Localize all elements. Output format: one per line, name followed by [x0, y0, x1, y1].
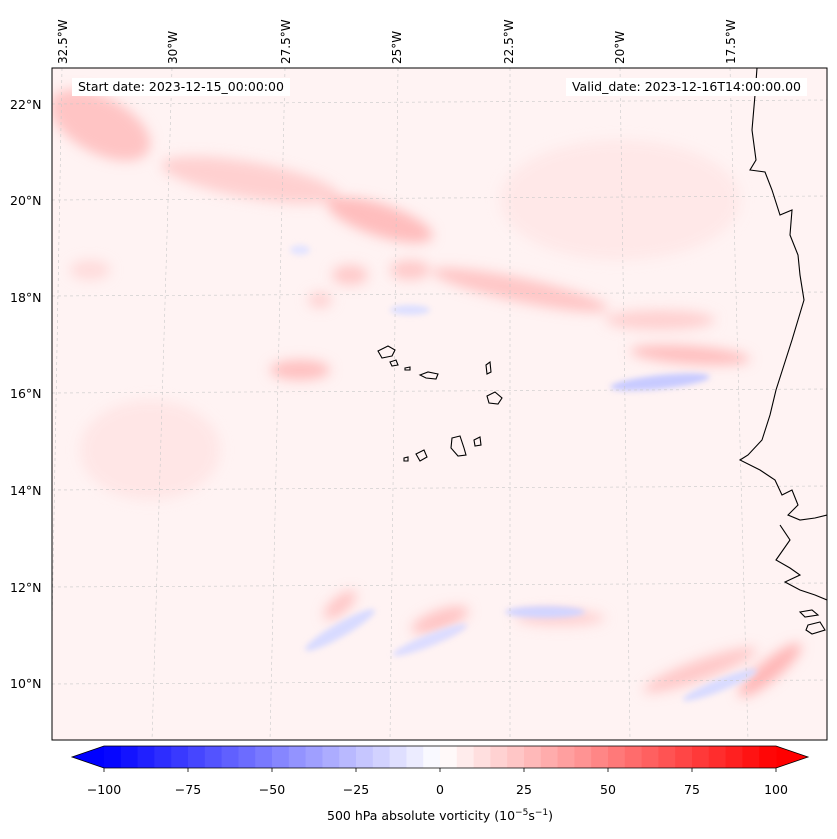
colorbar-bin: [154, 746, 172, 768]
cape-verde-brava: [403, 456, 409, 462]
colorbar-bin: [692, 746, 710, 768]
colorbar-tick-label: −75: [174, 782, 202, 797]
lon-label-30w: 30°W: [166, 30, 180, 64]
guinea-coast: [775, 524, 827, 601]
colorbar-label-mid: s: [528, 808, 535, 824]
colorbar-label-exp2: −1: [534, 808, 549, 818]
colorbar-bin: [473, 746, 491, 768]
map-frame: [51, 67, 828, 741]
lat-label-20n: 20°N: [10, 193, 42, 208]
colorbar-bin: [507, 746, 525, 768]
colorbar-bin: [759, 746, 777, 768]
colorbar-tick-label: −25: [342, 782, 370, 797]
colorbar-tick-label: 50: [600, 782, 616, 797]
colorbar-bin: [557, 746, 575, 768]
colorbar-bin: [540, 746, 559, 768]
colorbar-bin: [423, 746, 441, 768]
cape-verde-boa-vista: [486, 391, 503, 405]
graticule: [52, 68, 827, 740]
colorbar-tick-label: −50: [258, 782, 286, 797]
colorbar-bin: [104, 746, 122, 768]
colorbar-bin: [356, 746, 374, 768]
colorbar-min-extend: [72, 746, 104, 768]
lat-label-10n: 10°N: [10, 676, 42, 691]
colorbar-bin: [742, 746, 760, 768]
lat-label-16n: 16°N: [10, 386, 42, 401]
colorbar-bin: [389, 746, 407, 768]
start-date-label: Start date: 2023-12-15_00:00:00: [72, 78, 290, 96]
colorbar-bin: [255, 746, 273, 768]
coastlines: [377, 68, 827, 635]
colorbar-bins: [104, 746, 777, 768]
colorbar-bin: [440, 746, 458, 768]
colorbar-bin: [137, 746, 155, 768]
lon-label-27-5w: 27.5°W: [279, 19, 293, 64]
colorbar-bin: [490, 746, 508, 768]
colorbar-label-suffix: ): [548, 808, 554, 824]
cape-verde-santiago: [450, 435, 467, 457]
positive-anomalies: [52, 89, 802, 697]
colorbar-bin: [171, 746, 189, 768]
vorticity-field: [52, 68, 827, 740]
colorbar-bin: [675, 746, 693, 768]
lat-label-18n: 18°N: [10, 290, 42, 305]
lon-label-32-5w: 32.5°W: [56, 19, 70, 64]
lat-label-14n: 14°N: [10, 483, 42, 498]
colorbar-bin: [288, 746, 307, 768]
lon-label-22-5w: 22.5°W: [502, 19, 516, 64]
colorbar-tick-marks: [103, 768, 777, 772]
lon-label-25w: 25°W: [390, 30, 404, 64]
cape-verde-sao-vicente: [389, 359, 399, 367]
lat-label-22n: 22°N: [10, 97, 42, 112]
colorbar-bin: [221, 746, 239, 768]
colorbar-bin: [708, 746, 727, 768]
colorbar-bin: [608, 746, 626, 768]
colorbar-bin: [272, 746, 290, 768]
colorbar-bin: [574, 746, 592, 768]
negative-anomalies: [290, 245, 758, 701]
colorbar-tick-label: 100: [764, 782, 788, 797]
colorbar-label: 500 hPa absolute vorticity (10−5s−1): [327, 808, 553, 823]
bissagos-islands: [798, 609, 826, 635]
colorbar-bin: [204, 746, 223, 768]
colorbar-bin: [658, 746, 676, 768]
colorbar-tick-label: 75: [684, 782, 700, 797]
colorbar-tick-label: 0: [436, 782, 444, 797]
lon-label-20w: 20°W: [613, 30, 627, 64]
colorbar-bin: [524, 746, 542, 768]
lat-label-12n: 12°N: [10, 580, 42, 595]
colorbar-bin: [305, 746, 323, 768]
cape-verde-santo-antao: [377, 345, 396, 359]
colorbar-bin: [591, 746, 609, 768]
colorbar-bin: [372, 746, 391, 768]
colorbar-bin: [188, 746, 206, 768]
colorbar-bin: [641, 746, 659, 768]
cape-verde-fogo: [415, 449, 428, 462]
cape-verde-sal: [485, 360, 492, 375]
lon-label-17-5w: 17.5°W: [724, 19, 738, 64]
valid-date-label: Valid_date: 2023-12-16T14:00:00.00: [565, 78, 807, 96]
colorbar-label-exp1: −5: [515, 808, 529, 818]
colorbar-bin: [238, 746, 256, 768]
cape-verde-santa-luzia: [404, 366, 411, 371]
colorbar-tick-label: −100: [86, 782, 122, 797]
colorbar-bin: [624, 746, 643, 768]
colorbar-bin: [339, 746, 357, 768]
cape-verde-sao-nicolau: [418, 371, 439, 380]
colorbar-tick-label: 25: [516, 782, 532, 797]
cape-verde-maio: [473, 436, 482, 447]
colorbar-bin: [456, 746, 475, 768]
colorbar-max-extend: [776, 746, 808, 768]
colorbar-label-prefix: 500 hPa absolute vorticity (10: [326, 808, 516, 824]
colorbar-bin: [725, 746, 743, 768]
colorbar-bin: [120, 746, 139, 768]
africa-coastline: [738, 68, 827, 521]
colorbar: [70, 745, 810, 772]
colorbar-bin: [406, 746, 424, 768]
colorbar-bin: [322, 746, 340, 768]
